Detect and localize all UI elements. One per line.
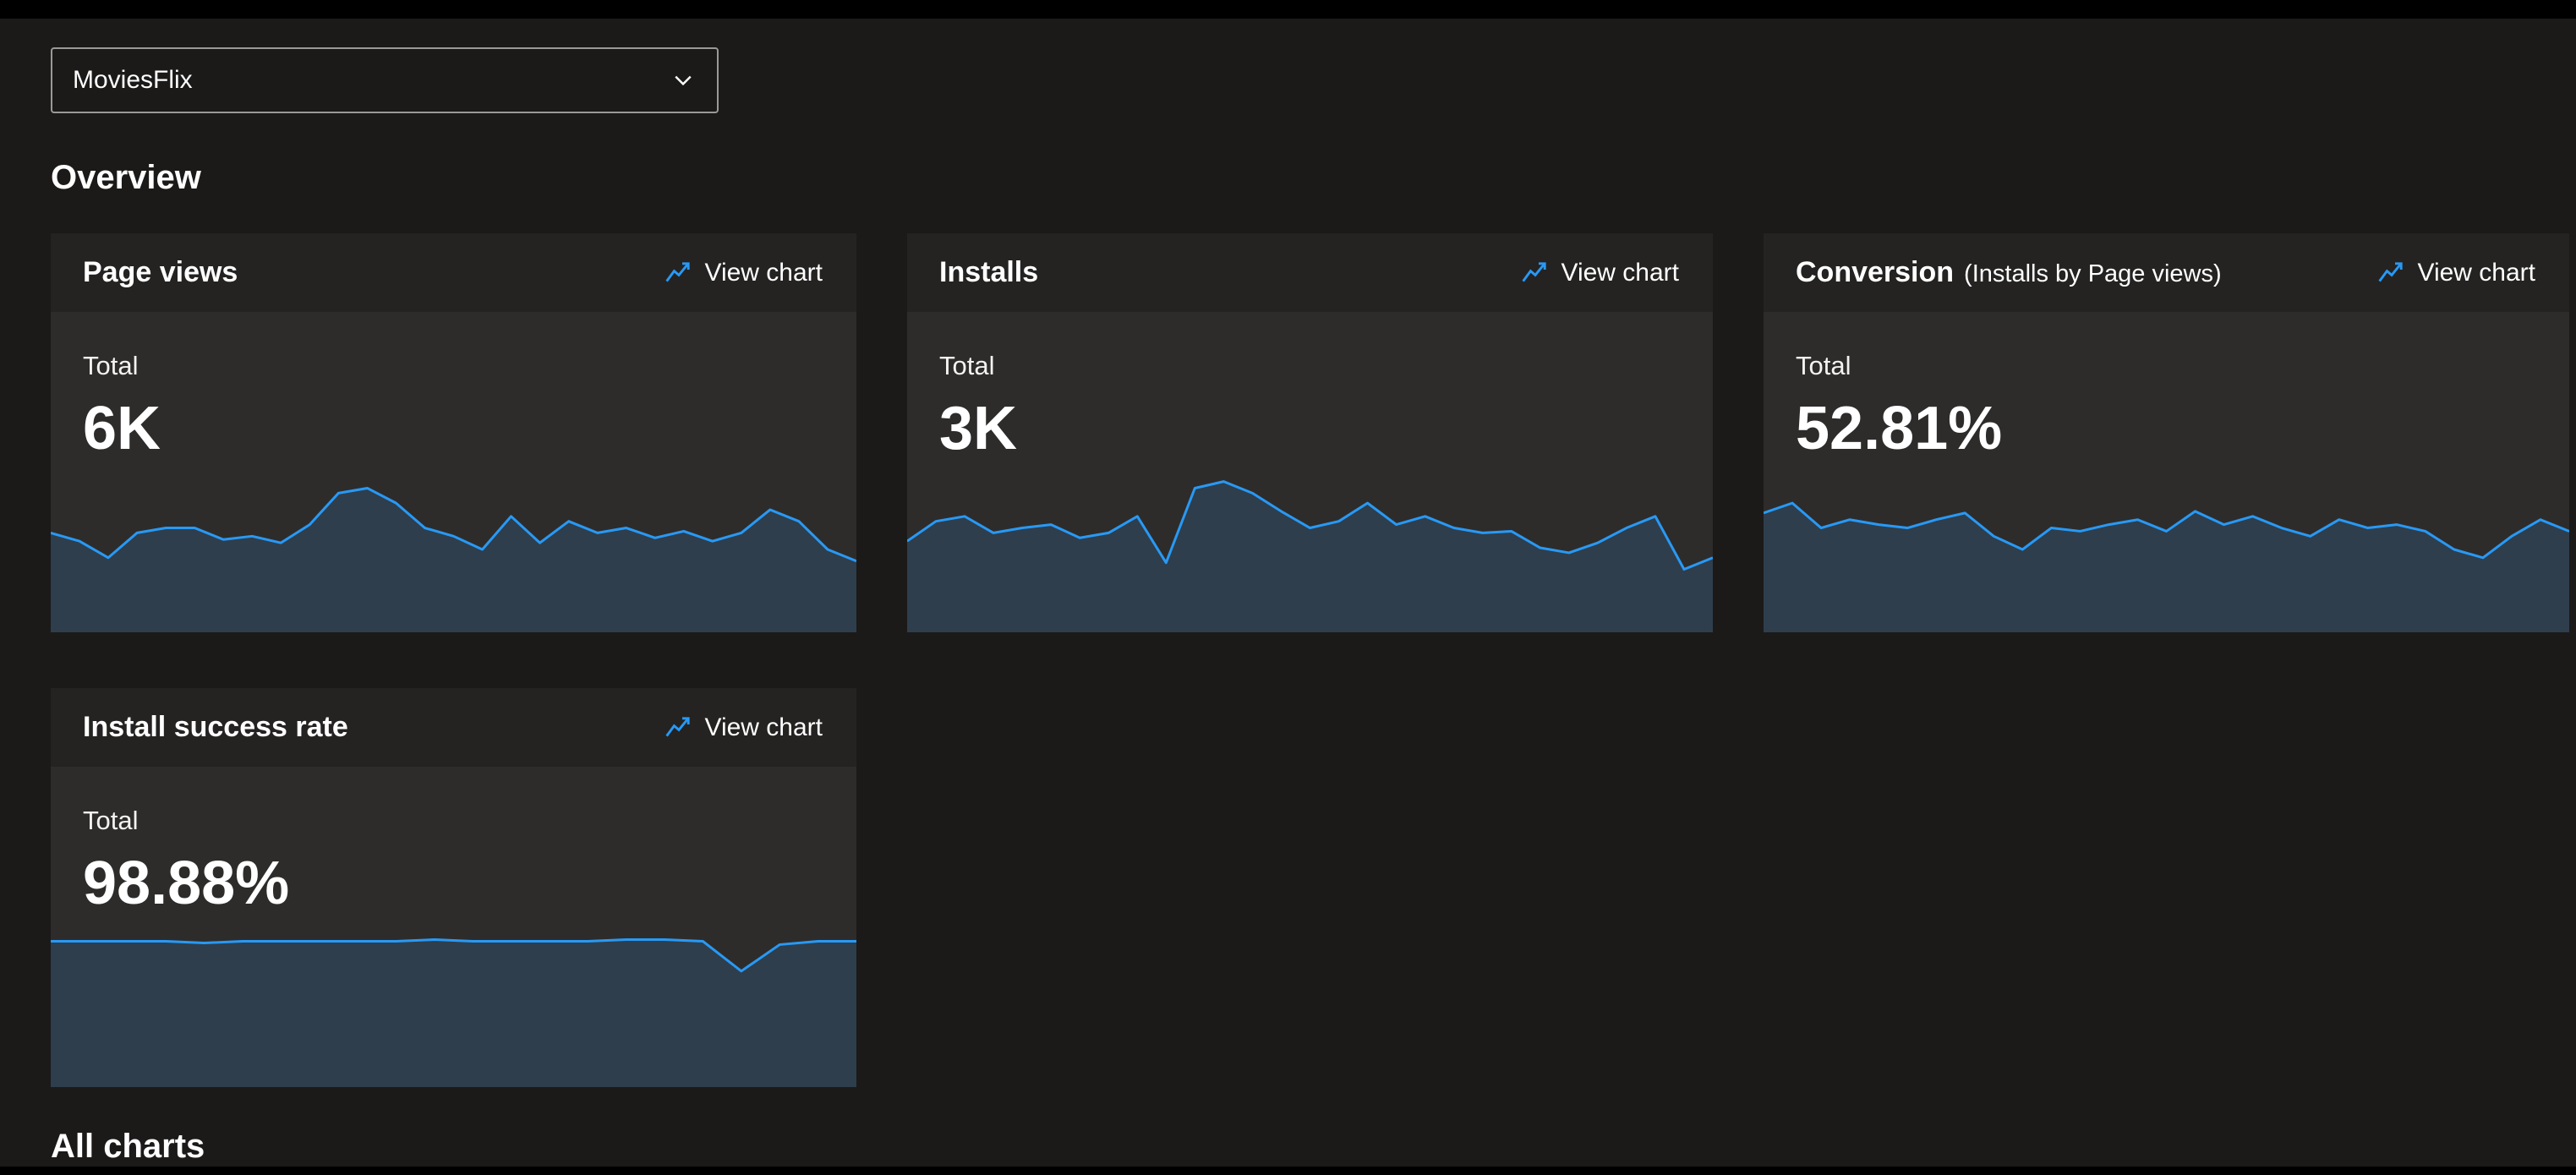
total-value: 98.88% <box>83 850 290 917</box>
total-label: Total <box>1796 351 1851 380</box>
card-body: Total 52.81% <box>1764 312 2569 461</box>
total-value: 6K <box>83 395 161 462</box>
all-charts-heading: All charts <box>51 1128 205 1165</box>
total-label: Total <box>939 351 995 380</box>
card-title: Installs <box>939 256 1039 288</box>
chevron-down-icon <box>671 68 695 92</box>
card-title: Page views <box>83 256 238 288</box>
sparkline-chart <box>907 467 1713 632</box>
app-selector-value: MoviesFlix <box>73 66 193 94</box>
card-title-group: Installs <box>939 256 1048 289</box>
card-title-group: Page views <box>83 256 248 289</box>
metric-card-page-views: Page views View chart Total 6K <box>51 233 856 632</box>
card-header: Page views View chart <box>51 233 856 312</box>
view-chart-label: View chart <box>1561 258 1679 287</box>
window-bottom-bar <box>0 1167 2576 1175</box>
total-label: Total <box>83 351 139 380</box>
metric-card-installs: Installs View chart Total 3K <box>907 233 1713 632</box>
card-header: Conversion (Installs by Page views) View… <box>1764 233 2569 312</box>
line-chart-icon <box>665 714 692 741</box>
card-header: Install success rate View chart <box>51 688 856 767</box>
analytics-dashboard: MoviesFlix Overview Page views View char… <box>0 47 2576 1165</box>
metric-card-conversion: Conversion (Installs by Page views) View… <box>1764 233 2569 632</box>
app-selector-dropdown[interactable]: MoviesFlix <box>51 47 719 113</box>
total-value: 52.81% <box>1796 395 2003 462</box>
card-subtitle: (Installs by Page views) <box>1964 260 2222 287</box>
total-value: 3K <box>939 395 1018 462</box>
view-chart-label: View chart <box>704 713 823 741</box>
overview-cards: Page views View chart Total 6K Insta <box>51 233 2576 1087</box>
view-chart-label: View chart <box>2417 258 2535 287</box>
card-body: Total 3K <box>907 312 1713 461</box>
total-label: Total <box>83 806 139 835</box>
card-title: Conversion <box>1796 256 1955 288</box>
metric-card-install-success-rate: Install success rate View chart Total 98… <box>51 688 856 1087</box>
window-top-bar <box>0 0 2576 19</box>
card-title-group: Install success rate <box>83 711 358 744</box>
view-chart-label: View chart <box>704 258 823 287</box>
view-chart-button[interactable]: View chart <box>1522 259 1679 287</box>
line-chart-icon <box>2378 260 2405 287</box>
card-header: Installs View chart <box>907 233 1713 312</box>
card-title-group: Conversion (Installs by Page views) <box>1796 256 2222 289</box>
view-chart-button[interactable]: View chart <box>665 259 823 287</box>
view-chart-button[interactable]: View chart <box>2378 259 2535 287</box>
overview-heading: Overview <box>51 159 201 196</box>
sparkline-chart <box>51 467 856 632</box>
card-title: Install success rate <box>83 711 348 743</box>
line-chart-icon <box>665 260 692 287</box>
card-body: Total 98.88% <box>51 767 856 915</box>
line-chart-icon <box>1522 260 1549 287</box>
sparkline-chart <box>51 921 856 1087</box>
view-chart-button[interactable]: View chart <box>665 713 823 742</box>
sparkline-chart <box>1764 467 2569 632</box>
card-body: Total 6K <box>51 312 856 461</box>
